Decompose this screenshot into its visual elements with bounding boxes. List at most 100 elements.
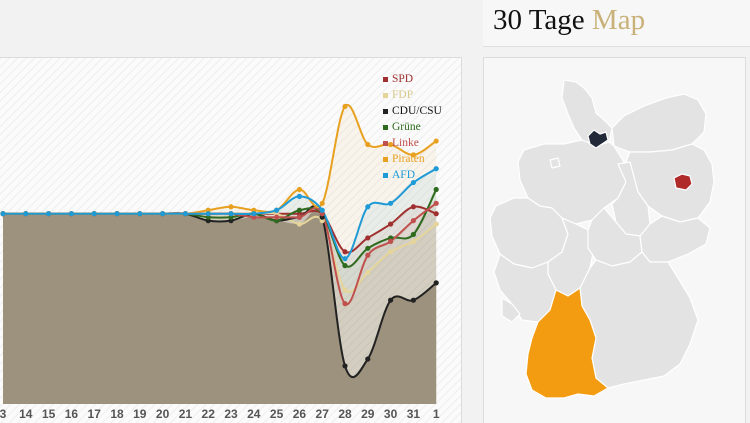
state-bremen[interactable] (549, 157, 561, 169)
point-linke-31[interactable] (410, 218, 416, 224)
point-afd-24[interactable] (251, 211, 257, 217)
germany-map-panel (483, 57, 746, 423)
point-cdu-csu-1[interactable] (433, 280, 439, 286)
point-afd-23[interactable] (228, 211, 234, 217)
point-linke-28[interactable] (342, 301, 348, 307)
point-fdp-29[interactable] (365, 269, 371, 276)
state-hamburg[interactable] (587, 129, 609, 149)
poll-chart: 3 14 15 16 17 18 19 20 21 22 23 24 25 26 27 28 29 30 31 1 S… (0, 57, 462, 423)
point-gr-ne-28[interactable] (342, 263, 348, 269)
point-fdp-30[interactable] (388, 249, 394, 255)
point-afd-21[interactable] (182, 211, 188, 217)
point-spd-31[interactable] (410, 204, 416, 210)
point-afd-15[interactable] (46, 211, 52, 217)
legend-swatch (383, 92, 388, 98)
point-gr-ne-29[interactable] (365, 245, 371, 251)
point-linke-1[interactable] (433, 200, 439, 206)
point-piraten-31[interactable] (410, 152, 416, 158)
point-afd-19[interactable] (137, 211, 143, 217)
point-afd-1[interactable] (433, 166, 439, 172)
state-baden-wuerttemberg[interactable] (525, 287, 609, 399)
x-tick-label: 14 (19, 407, 33, 421)
point-afd-20[interactable] (160, 211, 166, 217)
legend-label: AFD (392, 169, 416, 181)
line-chart: 3 14 15 16 17 18 19 20 21 22 23 24 25 26 27 28 29 30 31 1 (0, 58, 461, 423)
point-afd-14[interactable] (23, 211, 29, 217)
legend-label: CDU/CSU (392, 105, 442, 117)
area-base (3, 210, 437, 404)
x-tick-label: 22 (202, 407, 216, 421)
germany-map (489, 79, 715, 399)
legend-item-piraten[interactable]: Piraten (383, 151, 442, 167)
point-afd-26[interactable] (296, 193, 302, 199)
point-linke-30[interactable] (388, 238, 394, 244)
point-piraten-23[interactable] (228, 204, 234, 210)
map-title-main: 30 Tage (493, 4, 585, 36)
x-tick-label: 28 (338, 407, 352, 421)
point-piraten-26[interactable] (296, 186, 302, 193)
point-afd-17[interactable] (91, 211, 97, 217)
x-tick-label: 21 (179, 407, 193, 421)
state-saarland[interactable] (501, 297, 521, 323)
point-afd-16[interactable] (68, 211, 74, 217)
state-schleswig-holstein[interactable] (561, 79, 613, 147)
point-linke-29[interactable] (365, 252, 371, 258)
legend-item-gr-ne[interactable]: Grüne (383, 119, 442, 135)
point-fdp-26[interactable] (296, 221, 302, 227)
point-fdp-31[interactable] (410, 238, 416, 244)
area-fdp (3, 212, 437, 404)
state-bayern[interactable] (579, 251, 699, 389)
point-piraten-1[interactable] (433, 138, 439, 144)
point-cdu-csu-31[interactable] (410, 297, 416, 303)
legend-item-afd[interactable]: AFD (383, 167, 442, 183)
point-linke-25[interactable] (274, 214, 280, 220)
point-spd-1[interactable] (433, 211, 439, 217)
legend-swatch (383, 108, 388, 114)
point-gr-ne-31[interactable] (410, 231, 416, 238)
state-berlin[interactable] (673, 173, 693, 191)
x-tick-label: 18 (110, 407, 124, 421)
point-afd-31[interactable] (410, 179, 416, 186)
point-piraten-30[interactable] (388, 141, 394, 148)
x-tick-label: 17 (88, 407, 102, 421)
legend-item-linke[interactable]: Linke (383, 135, 442, 151)
point-piraten-28[interactable] (342, 103, 348, 110)
point-afd-18[interactable] (114, 211, 120, 217)
point-afd-3[interactable] (0, 211, 6, 217)
x-tick-label: 1 (433, 407, 440, 421)
legend-label: Piraten (392, 153, 425, 165)
point-afd-25[interactable] (274, 207, 280, 213)
point-gr-ne-1[interactable] (433, 186, 439, 193)
legend-swatch (383, 124, 388, 130)
legend-item-fdp[interactable]: FDP (383, 87, 442, 103)
legend-swatch (383, 76, 388, 82)
legend-label: FDP (392, 89, 414, 101)
point-spd-29[interactable] (365, 235, 371, 241)
point-afd-29[interactable] (365, 204, 371, 210)
x-tick-label: 26 (293, 407, 307, 421)
point-cdu-csu-29[interactable] (365, 356, 371, 362)
point-spd-30[interactable] (388, 221, 394, 227)
point-piraten-27[interactable] (319, 200, 325, 206)
point-fdp-1[interactable] (433, 221, 439, 227)
point-gr-ne-26[interactable] (296, 207, 302, 213)
point-afd-30[interactable] (388, 200, 394, 206)
map-title: 30 Tage Map (493, 4, 645, 37)
map-title-accent: Map (591, 4, 646, 36)
point-fdp-28[interactable] (342, 287, 348, 293)
x-tick-label: 30 (384, 407, 398, 421)
point-cdu-csu-30[interactable] (388, 297, 394, 303)
point-linke-26[interactable] (296, 214, 302, 220)
point-piraten-29[interactable] (365, 141, 371, 148)
point-afd-22[interactable] (205, 211, 211, 217)
legend-item-cdu-csu[interactable]: CDU/CSU (383, 103, 442, 119)
x-tick-label: 3 (0, 407, 7, 421)
state-sachsen[interactable] (639, 215, 711, 263)
point-spd-28[interactable] (342, 249, 348, 255)
legend-item-spd[interactable]: SPD (383, 71, 442, 87)
legend-label: Grüne (392, 121, 421, 133)
point-afd-27[interactable] (319, 207, 325, 213)
point-cdu-csu-28[interactable] (342, 363, 348, 369)
state-mecklenburg-vorpommern[interactable] (611, 93, 707, 153)
point-afd-28[interactable] (342, 256, 348, 262)
